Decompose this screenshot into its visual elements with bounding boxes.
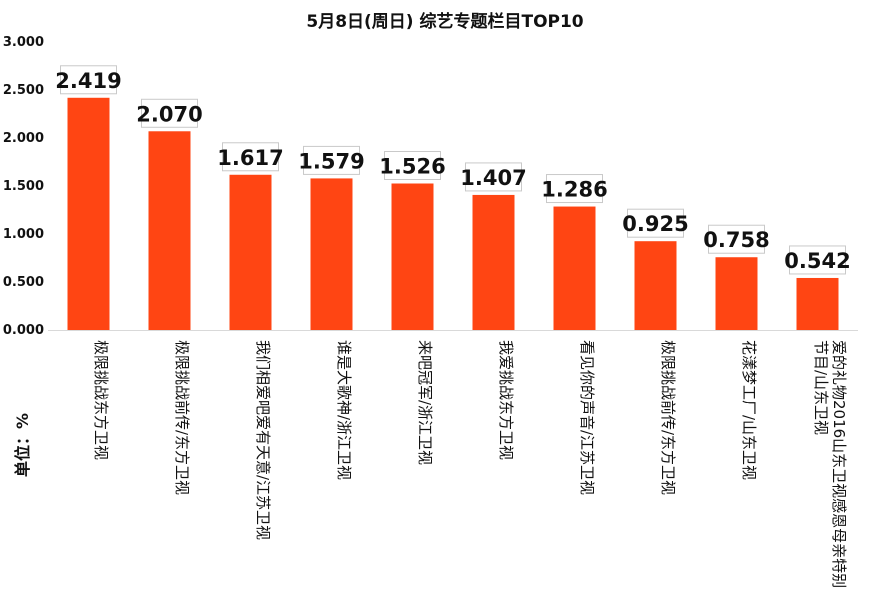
category-label: 看见你的声音/江苏卫视: [578, 340, 596, 495]
data-label: 1.286: [541, 174, 608, 204]
y-tick-label: 0.000: [3, 323, 44, 338]
data-label: 0.925: [622, 208, 689, 238]
data-label: 1.579: [298, 145, 365, 175]
data-label-text: 1.407: [460, 166, 526, 190]
y-axis: 0.000 0.500 1.000 1.500 2.000 2.500 3.000: [3, 35, 858, 338]
data-label-text: 1.286: [541, 178, 607, 202]
category-label: 极限挑战前传/东方卫视: [173, 340, 191, 495]
bar: [472, 194, 515, 330]
data-label-text: 2.419: [55, 69, 121, 93]
bar: [148, 131, 191, 330]
bar: [634, 241, 677, 330]
y-tick-label: 3.000: [3, 35, 44, 50]
category-label: 谁是大歌神/浙江卫视: [335, 340, 353, 480]
category-label: 我们相爱吧爱有天意/江苏卫视: [254, 340, 272, 540]
data-label-text: 0.925: [622, 212, 688, 236]
data-label-box: [465, 162, 522, 192]
category-label-line: 我们相爱吧爱有天意/江苏卫视: [254, 340, 272, 540]
data-labels: 2.419 2.070 1.617 1.579 1.526 1.407 1.286 0.925…: [55, 65, 851, 275]
y-tick-label: 2.000: [3, 131, 44, 146]
data-label-box: [708, 224, 765, 254]
data-label: 1.526: [379, 151, 446, 181]
bar: [310, 178, 353, 330]
y-tick-label: 1.000: [3, 227, 44, 242]
data-label-box: [627, 208, 684, 238]
data-label-text: 0.758: [703, 228, 769, 252]
category-label: 极限挑战前传/东方卫视: [659, 340, 677, 495]
bar: [229, 174, 272, 330]
category-label-line: 我爱挑战东方卫视: [497, 340, 515, 460]
category-label-line: 极限挑战前传/东方卫视: [659, 340, 677, 495]
data-label: 1.407: [460, 162, 527, 192]
category-label-line: 极限挑战前传/东方卫视: [173, 340, 191, 495]
category-label-line: 爱的礼物2016山东卫视感恩母亲特别: [830, 340, 848, 588]
y-tick-label: 0.500: [3, 275, 44, 290]
data-label-text: 0.542: [784, 249, 850, 273]
data-label-text: 1.526: [379, 155, 445, 179]
y-tick-label: 1.500: [3, 179, 44, 194]
bar: [796, 277, 839, 330]
category-label-line: 看见你的声音/江苏卫视: [578, 340, 596, 495]
bars: [67, 97, 839, 330]
category-label-line: 来吧冠军/浙江卫视: [416, 340, 434, 465]
y-axis-unit-label: 单位：%: [13, 413, 32, 477]
data-label: 0.542: [784, 245, 851, 275]
data-label: 1.617: [217, 142, 284, 172]
y-tick-label: 2.500: [3, 83, 44, 98]
bar: [391, 183, 434, 330]
data-label-box: [384, 151, 441, 181]
data-label-text: 2.070: [136, 102, 202, 126]
category-label-line: 花漾梦工厂/山东卫视: [740, 340, 758, 480]
data-label-box: [60, 65, 117, 95]
data-label: 2.419: [55, 65, 122, 95]
category-label: 来吧冠军/浙江卫视: [416, 340, 434, 465]
data-label-box: [789, 245, 846, 275]
data-label: 2.070: [136, 98, 203, 128]
bar: [67, 97, 110, 330]
data-label-box: [222, 142, 279, 172]
data-label-text: 1.579: [298, 149, 364, 173]
data-label-text: 1.617: [217, 146, 283, 170]
category-label-line: 节目/山东卫视: [812, 340, 830, 435]
category-label-line: 极限挑战东方卫视: [92, 340, 110, 460]
category-label-line: 谁是大歌神/浙江卫视: [335, 340, 353, 480]
category-labels: 极限挑战东方卫视 极限挑战前传/东方卫视 我们相爱吧爱有天意/江苏卫视 谁是大歌神/浙…: [92, 340, 848, 588]
bar: [715, 257, 758, 330]
data-label: 0.758: [703, 224, 770, 254]
y-axis-unit-wrap: 单位：%: [13, 413, 32, 477]
data-label-box: [141, 98, 198, 128]
chart-title: 5月8日(周日) 综艺专题栏目TOP10: [306, 11, 583, 32]
data-label-box: [303, 145, 360, 175]
category-label: 我爱挑战东方卫视: [497, 340, 515, 460]
data-label-box: [546, 174, 603, 204]
category-label: 花漾梦工厂/山东卫视: [740, 340, 758, 480]
bar: [553, 206, 596, 330]
category-label: 极限挑战东方卫视: [92, 340, 110, 460]
